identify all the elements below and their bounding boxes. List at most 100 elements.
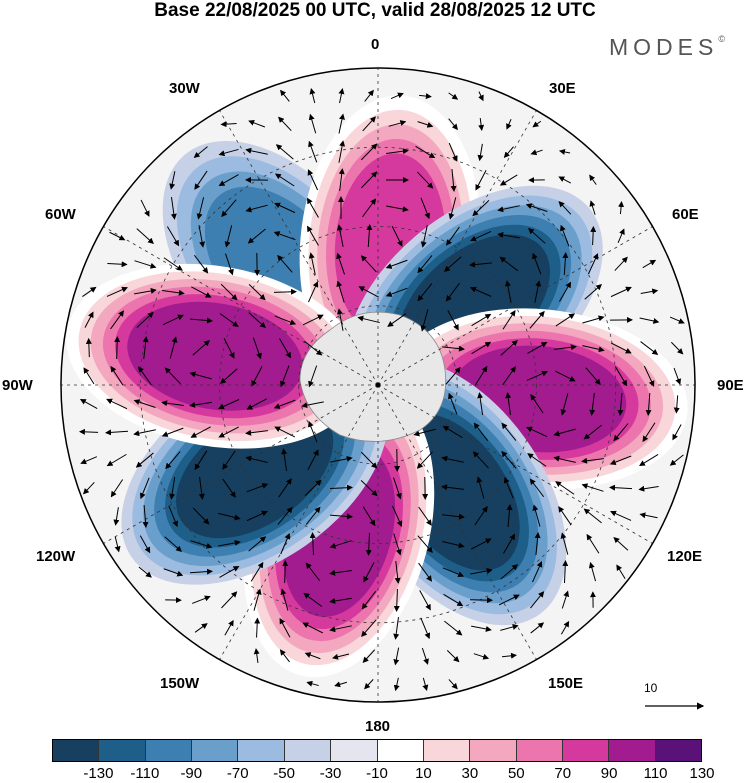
wind-vector: [617, 228, 625, 243]
wind-vector: [162, 289, 185, 296]
wind-vector: [358, 286, 379, 298]
wind-vector: [420, 225, 428, 248]
brand-logo: MODES©: [609, 34, 725, 60]
colorbar-tick-label: 10: [415, 765, 432, 782]
wind-vector: [303, 592, 323, 607]
map-title: Base 22/08/2025 00 UTC, valid 28/08/2025…: [154, 0, 596, 21]
wind-vector: [640, 341, 659, 356]
wind-vector: [413, 428, 436, 437]
wind-vector: [560, 224, 570, 247]
wind-vector: [134, 288, 157, 295]
wind-vector: [329, 569, 352, 576]
wind-vector: [329, 597, 352, 604]
wind-vector: [385, 287, 408, 297]
wind-vector: [252, 337, 262, 360]
wind-vector: [308, 252, 316, 275]
lon-label-30e: 30E: [549, 80, 576, 97]
wind-vector: [502, 309, 516, 330]
wind-vector: [190, 540, 213, 549]
wind-vector: [338, 168, 345, 191]
colorbar-swatch: [53, 740, 100, 761]
wind-vector: [502, 366, 516, 386]
wind-vector: [471, 341, 492, 355]
wind-vector: [329, 484, 353, 491]
wind-vector: [448, 118, 458, 131]
wind-vector: [560, 620, 570, 635]
wind-vector: [135, 452, 154, 468]
wind-vector: [82, 286, 97, 297]
wind-vector: [474, 506, 488, 526]
wind-vector: [583, 424, 602, 440]
wind-vector: [471, 538, 492, 550]
wind-vector: [609, 455, 632, 465]
wind-vector: [417, 535, 433, 554]
lon-label-180: 180: [365, 718, 391, 735]
latitude-circle: [139, 146, 617, 624]
colorbar-swatch: [562, 740, 610, 761]
wind-vector: [441, 455, 464, 463]
colorbar-swatch: [238, 740, 285, 761]
wind-vector: [302, 314, 324, 326]
wind-vector: [643, 365, 655, 387]
wind-vector: [357, 315, 380, 324]
wind-vector: [105, 429, 129, 436]
wind-vector: [83, 367, 95, 385]
wind-vector: [273, 399, 296, 409]
colorbar-tick-label: -110: [130, 765, 160, 782]
wind-vector: [136, 311, 154, 328]
wind-vector: [530, 622, 545, 634]
wind-vector: [393, 617, 400, 640]
wind-vector: [254, 617, 261, 638]
wind-vector: [274, 315, 297, 325]
wind-vector: [80, 456, 98, 465]
anomaly-contour: [127, 301, 303, 411]
wind-vector: [218, 174, 239, 186]
wind-vector: [446, 650, 460, 663]
wind-vector: [305, 506, 321, 525]
wind-vector: [532, 120, 542, 128]
wind-vector: [362, 506, 376, 527]
wind-vector: [530, 394, 544, 414]
wind-vector: [169, 477, 176, 500]
wind-vector: [584, 284, 602, 300]
wind-vector: [189, 371, 212, 380]
wind-vector: [164, 536, 182, 552]
wind-vector: [618, 200, 625, 215]
south-pole-marker: [375, 382, 381, 388]
wind-vector: [338, 87, 345, 104]
wind-vector: [307, 197, 319, 218]
wind-vector: [246, 483, 269, 493]
wind-vector: [366, 224, 373, 248]
wind-vector: [307, 449, 319, 471]
wind-vector: [273, 288, 297, 295]
wind-vector: [562, 252, 569, 276]
wind-vector: [218, 539, 241, 547]
wind-vector: [190, 426, 211, 438]
wind-vector: [110, 310, 125, 330]
wind-vector: [472, 451, 489, 469]
wind-vector: [280, 588, 289, 611]
colorbar-swatch: [655, 740, 702, 761]
wind-vector: [304, 652, 321, 660]
wind-vector: [253, 588, 262, 611]
wind-vector: [530, 591, 545, 609]
wind-vector: [448, 679, 458, 690]
wind-vector: [275, 144, 294, 160]
wind-vector: [218, 148, 239, 157]
wind-vector: [334, 681, 347, 688]
wind-vector: [142, 504, 149, 528]
wind-vector: [393, 677, 400, 692]
wind-vector: [416, 451, 433, 469]
wind-vector: [279, 617, 291, 638]
wind-vector: [470, 230, 492, 242]
wind-vector: [417, 121, 434, 128]
wind-vector: [338, 113, 345, 134]
graticule: [61, 68, 695, 702]
wind-vector: [392, 505, 403, 527]
wind-vector: [107, 261, 128, 268]
wind-vector: [166, 226, 180, 247]
wind-vector: [418, 506, 432, 526]
wind-vector: [106, 286, 128, 297]
wind-vector: [442, 540, 465, 549]
